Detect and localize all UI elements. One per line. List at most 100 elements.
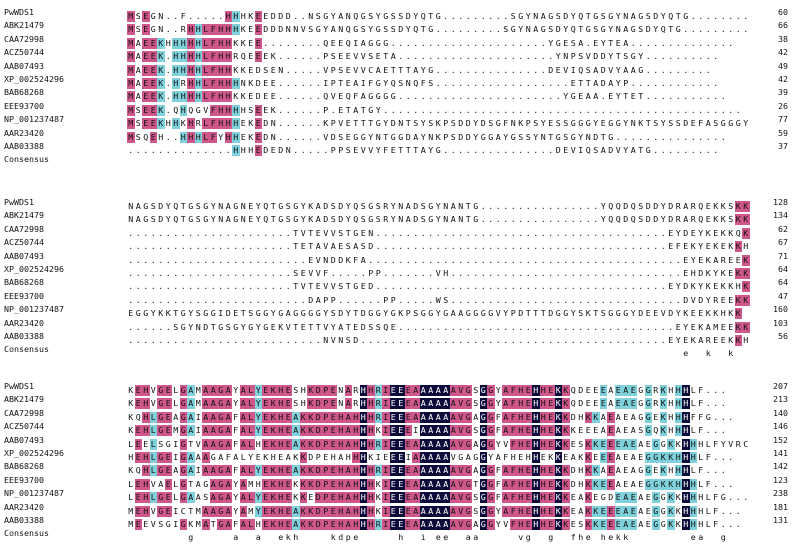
residue: . (480, 214, 486, 225)
residue: . (638, 254, 644, 265)
residue: . (248, 268, 254, 278)
residue: G (428, 24, 434, 35)
residue (127, 532, 135, 543)
residue: K (269, 519, 277, 530)
residue: . (533, 321, 539, 332)
residue: a (698, 532, 704, 543)
residue: K (157, 37, 165, 49)
residue: K (728, 281, 734, 292)
residue: H (682, 452, 690, 463)
residue: E (547, 385, 555, 396)
residue: . (533, 281, 539, 292)
residue: . (660, 64, 666, 75)
residue: A (495, 452, 501, 462)
residue: H (359, 478, 367, 490)
residue: D (308, 452, 314, 462)
residue: G (375, 91, 381, 102)
residue: F (209, 131, 217, 143)
residue: A (434, 452, 442, 463)
residue: S (135, 131, 141, 142)
residue: K (398, 308, 404, 319)
residue: . (713, 425, 719, 436)
residue: N (158, 11, 164, 21)
residue (315, 532, 323, 543)
residue: E (254, 104, 262, 116)
residue: D (398, 24, 404, 35)
residue: . (600, 281, 606, 292)
residue: F (675, 241, 681, 252)
residue: A (338, 11, 344, 21)
residue: . (270, 227, 276, 238)
residue: . (540, 201, 546, 211)
residue: . (143, 281, 149, 292)
residue: . (285, 78, 291, 88)
residue: S (338, 281, 344, 292)
residue: E (404, 519, 412, 530)
residue: . (270, 281, 276, 292)
residue: Y (473, 131, 479, 142)
residue: T (645, 118, 651, 129)
residue: . (300, 64, 306, 75)
residue: Q (135, 465, 141, 476)
residue: K (562, 425, 570, 437)
residue: G (157, 465, 165, 477)
residue: S (398, 11, 404, 21)
residue: . (563, 201, 569, 211)
residue: . (135, 254, 141, 265)
residue: E (338, 51, 344, 62)
residue: S (638, 425, 644, 436)
residue: A (434, 505, 442, 517)
residue: T (360, 118, 366, 129)
residue: . (503, 51, 509, 62)
residue: Y (383, 118, 389, 129)
residue (322, 348, 330, 359)
residue: E (262, 425, 270, 437)
residue: . (698, 145, 704, 155)
residue-count: 49 (778, 60, 788, 71)
residue: K (157, 64, 165, 76)
residue: . (285, 104, 291, 115)
sequence-name: EEE93700 (4, 474, 44, 485)
residue: A (638, 492, 644, 503)
residue: . (623, 254, 629, 265)
residue: K (562, 398, 570, 410)
residue: E (599, 519, 607, 530)
residue: . (173, 254, 179, 265)
residue: . (720, 398, 726, 409)
residue: E (668, 241, 674, 252)
residue: I (353, 37, 359, 48)
residue: N (323, 254, 329, 265)
residue (502, 348, 510, 359)
residue (375, 532, 383, 543)
residue: . (188, 254, 194, 265)
residue: . (623, 281, 629, 292)
residue: . (315, 131, 321, 142)
residue: K (278, 321, 284, 332)
residue: Y (608, 24, 614, 35)
residue: T (398, 145, 404, 155)
residue: D (593, 51, 599, 62)
residue: A (135, 214, 141, 225)
residue: . (555, 281, 561, 292)
residue: G (390, 131, 396, 142)
residue: . (585, 294, 591, 305)
residue: i (420, 532, 426, 543)
residue: . (713, 24, 719, 35)
residue: G (720, 492, 726, 503)
residue: . (728, 505, 734, 516)
residue: K (659, 425, 667, 437)
residue: . (525, 268, 531, 278)
residue: F (509, 519, 517, 530)
residue: . (570, 201, 576, 211)
residue: V (457, 465, 465, 477)
residue: . (548, 268, 554, 278)
residue: h (293, 532, 299, 543)
residue: . (315, 145, 321, 155)
residue: . (593, 214, 599, 225)
residue: H (578, 411, 584, 422)
residue: M (195, 505, 201, 516)
residue: L (690, 465, 696, 476)
residue: H (232, 104, 240, 116)
residue: E (142, 78, 150, 89)
residue: . (165, 131, 171, 142)
